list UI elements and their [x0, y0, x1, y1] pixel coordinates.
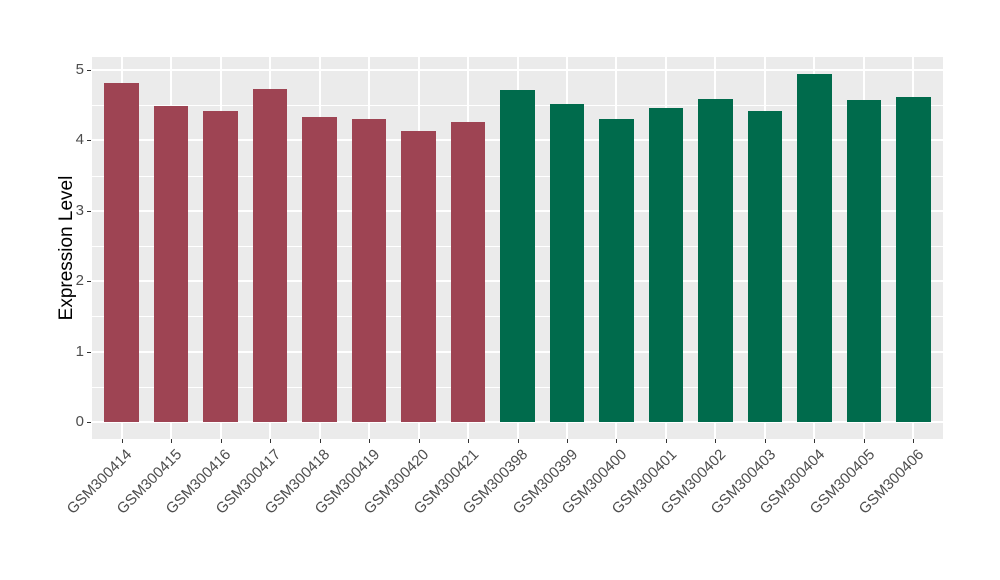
x-tick-mark	[665, 439, 667, 443]
x-tick-mark	[863, 439, 865, 443]
bar-gsm300421	[450, 122, 486, 422]
x-tick-mark	[171, 439, 173, 443]
x-tick-mark	[121, 439, 123, 443]
x-tick-mark	[369, 439, 371, 443]
y-tick-mark	[87, 70, 91, 71]
y-tick-label: 1	[75, 342, 84, 360]
bar-gsm300416	[203, 110, 238, 422]
bar-gsm300398	[500, 89, 535, 422]
x-tick-mark	[616, 439, 618, 443]
y-tick-label: 5	[75, 61, 84, 78]
x-tick-mark	[764, 439, 766, 443]
bar-gsm300400	[599, 119, 634, 422]
x-tick-mark	[418, 439, 420, 443]
x-tick-mark	[220, 439, 222, 443]
x-tick-mark	[566, 439, 568, 443]
bar-gsm300417	[252, 89, 288, 422]
x-tick-mark	[913, 439, 915, 443]
x-tick-mark	[468, 439, 470, 443]
y-tick-mark	[87, 210, 91, 212]
y-tick-label: 0	[75, 413, 84, 430]
y-tick-label: 2	[75, 272, 84, 290]
bar-gsm300402	[698, 98, 733, 422]
y-tick-label: 4	[75, 131, 84, 149]
bar-gsm300419	[351, 118, 387, 422]
bar-gsm300401	[648, 108, 684, 422]
bar-gsm300406	[895, 97, 931, 422]
y-tick-label: 3	[75, 201, 84, 219]
bar-gsm300399	[549, 104, 585, 422]
x-tick-mark	[270, 439, 272, 443]
x-tick-mark	[319, 439, 321, 443]
y-tick-mark	[87, 140, 91, 142]
bar-gsm300420	[401, 131, 436, 422]
bar-gsm300404	[797, 74, 832, 422]
y-tick-mark	[87, 351, 91, 353]
x-tick-mark	[814, 439, 816, 443]
bar-gsm300415	[153, 105, 189, 422]
bar-gsm300403	[747, 110, 783, 422]
bar-gsm300418	[302, 117, 337, 422]
bar-gsm300405	[846, 100, 882, 422]
y-axis-title: Expression Level	[56, 175, 77, 321]
bar-gsm300414	[104, 83, 139, 422]
y-tick-mark	[87, 281, 91, 283]
plot-panel	[92, 57, 943, 439]
x-tick-mark	[715, 439, 717, 443]
x-tick-mark	[517, 439, 519, 443]
y-tick-mark	[87, 422, 91, 423]
